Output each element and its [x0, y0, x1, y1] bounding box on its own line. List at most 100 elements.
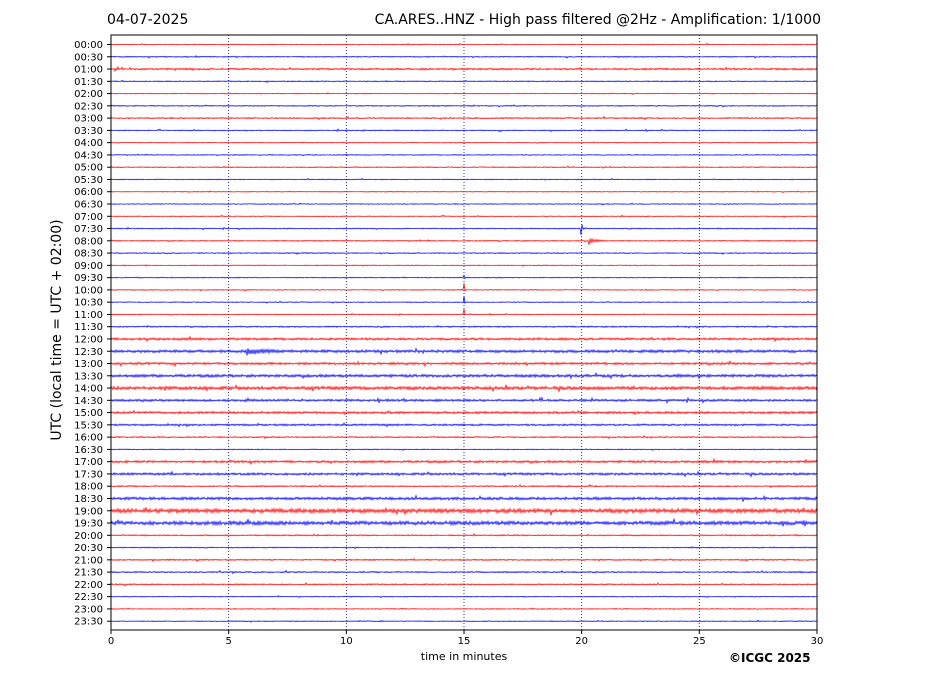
trace-21:30: [110, 569, 818, 575]
y-tick-label-22:00: 22:00: [74, 580, 103, 591]
trace-20:30: [110, 546, 818, 550]
x-axis-label: time in minutes: [420, 650, 508, 663]
y-tick-label-08:00: 08:00: [74, 236, 103, 247]
trace-03:30: [110, 128, 818, 133]
y-tick-label-15:30: 15:30: [74, 420, 103, 431]
y-tick-label-20:00: 20:00: [74, 531, 103, 542]
trace-22:00: [110, 582, 818, 587]
y-tick-label-17:30: 17:30: [74, 469, 103, 480]
y-tick-label-04:00: 04:00: [74, 138, 103, 149]
y-tick-label-13:30: 13:30: [74, 371, 103, 382]
trace-01:30: [110, 79, 818, 84]
y-tick-label-02:30: 02:30: [74, 101, 103, 112]
y-tick-label-14:30: 14:30: [74, 396, 103, 407]
y-tick-label-06:00: 06:00: [74, 187, 103, 198]
trace-09:30: [110, 274, 818, 279]
y-tick-label-14:00: 14:00: [74, 384, 103, 395]
trace-07:30: [110, 224, 818, 235]
chart-title: CA.ARES..HNZ - High pass filtered @2Hz -…: [374, 12, 821, 28]
y-tick-label-12:30: 12:30: [74, 347, 103, 358]
trace-02:30: [110, 104, 818, 108]
y-tick-label-18:00: 18:00: [74, 482, 103, 493]
trace-12:00: [110, 335, 818, 343]
y-tick-label-01:00: 01:00: [74, 65, 103, 76]
y-tick-label-23:00: 23:00: [74, 604, 103, 615]
trace-10:00: [110, 282, 818, 292]
trace-19:00: [110, 506, 818, 516]
trace-10:30: [110, 296, 818, 305]
y-tick-label-01:30: 01:30: [74, 77, 103, 88]
x-tick-label-25: 25: [693, 636, 706, 647]
y-tick-label-08:30: 08:30: [74, 249, 103, 260]
y-tick-label-23:30: 23:30: [74, 617, 103, 628]
trace-00:00: [110, 42, 818, 46]
x-tick-label-20: 20: [575, 636, 588, 647]
y-tick-label-22:30: 22:30: [74, 592, 103, 603]
trace-20:00: [110, 532, 818, 537]
y-tick-label-15:00: 15:00: [74, 408, 103, 419]
trace-00:30: [110, 55, 818, 59]
y-tick-label-17:00: 17:00: [74, 457, 103, 468]
trace-07:00: [110, 214, 818, 218]
y-tick-label-05:00: 05:00: [74, 163, 103, 174]
y-tick-label-11:00: 11:00: [74, 310, 103, 321]
trace-04:00: [110, 141, 818, 144]
trace-04:30: [110, 153, 818, 157]
trace-13:00: [110, 359, 818, 368]
y-tick-label-10:00: 10:00: [74, 285, 103, 296]
trace-22:30: [110, 594, 818, 599]
trace-09:00: [110, 264, 818, 267]
y-tick-label-02:00: 02:00: [74, 89, 103, 100]
trace-11:00: [110, 308, 818, 317]
trace-17:30: [110, 470, 818, 478]
plot-frame: [110, 34, 818, 631]
trace-01:00: [110, 65, 818, 73]
y-tick-label-03:00: 03:00: [74, 114, 103, 125]
trace-08:30: [110, 251, 818, 256]
trace-21:00: [110, 557, 818, 563]
trace-02:00: [110, 91, 818, 96]
y-tick-label-19:30: 19:30: [74, 519, 103, 530]
trace-15:30: [110, 422, 818, 428]
y-tick-label-09:00: 09:00: [74, 261, 103, 272]
trace-13:30: [110, 371, 818, 380]
y-tick-label-16:30: 16:30: [74, 445, 103, 456]
trace-17:00: [110, 457, 818, 466]
y-tick-label-10:30: 10:30: [74, 298, 103, 309]
trace-06:30: [110, 202, 818, 206]
trace-11:30: [110, 324, 818, 329]
trace-16:00: [110, 435, 818, 440]
y-tick-label-00:00: 00:00: [74, 40, 103, 51]
y-tick-label-09:30: 09:30: [74, 273, 103, 284]
trace-12:30: [110, 347, 818, 356]
trace-23:30: [110, 619, 818, 623]
y-tick-label-03:30: 03:30: [74, 126, 103, 137]
x-tick-label-30: 30: [811, 636, 824, 647]
trace-05:30: [110, 177, 818, 181]
trace-16:30: [110, 448, 818, 452]
trace-14:00: [110, 384, 818, 392]
y-tick-label-07:30: 07:30: [74, 224, 103, 235]
date-label: 04-07-2025: [107, 12, 189, 28]
trace-layer: [110, 42, 818, 623]
trace-15:00: [110, 409, 818, 416]
y-tick-label-00:30: 00:30: [74, 52, 103, 63]
y-tick-label-07:00: 07:00: [74, 212, 103, 223]
y-tick-label-16:00: 16:00: [74, 433, 103, 444]
trace-23:00: [110, 607, 818, 610]
trace-06:00: [110, 190, 818, 194]
y-tick-label-04:30: 04:30: [74, 150, 103, 161]
y-tick-label-12:00: 12:00: [74, 334, 103, 345]
y-tick-label-18:30: 18:30: [74, 494, 103, 505]
trace-08:00: [110, 238, 818, 246]
trace-19:30: [110, 518, 818, 527]
grid-layer: [228, 35, 700, 630]
y-tick-label-06:30: 06:30: [74, 200, 103, 211]
y-tick-label-19:00: 19:00: [74, 506, 103, 517]
x-tick-label-5: 5: [225, 636, 231, 647]
y-tick-label-13:00: 13:00: [74, 359, 103, 370]
y-tick-label-11:30: 11:30: [74, 322, 103, 333]
trace-18:00: [110, 483, 818, 489]
